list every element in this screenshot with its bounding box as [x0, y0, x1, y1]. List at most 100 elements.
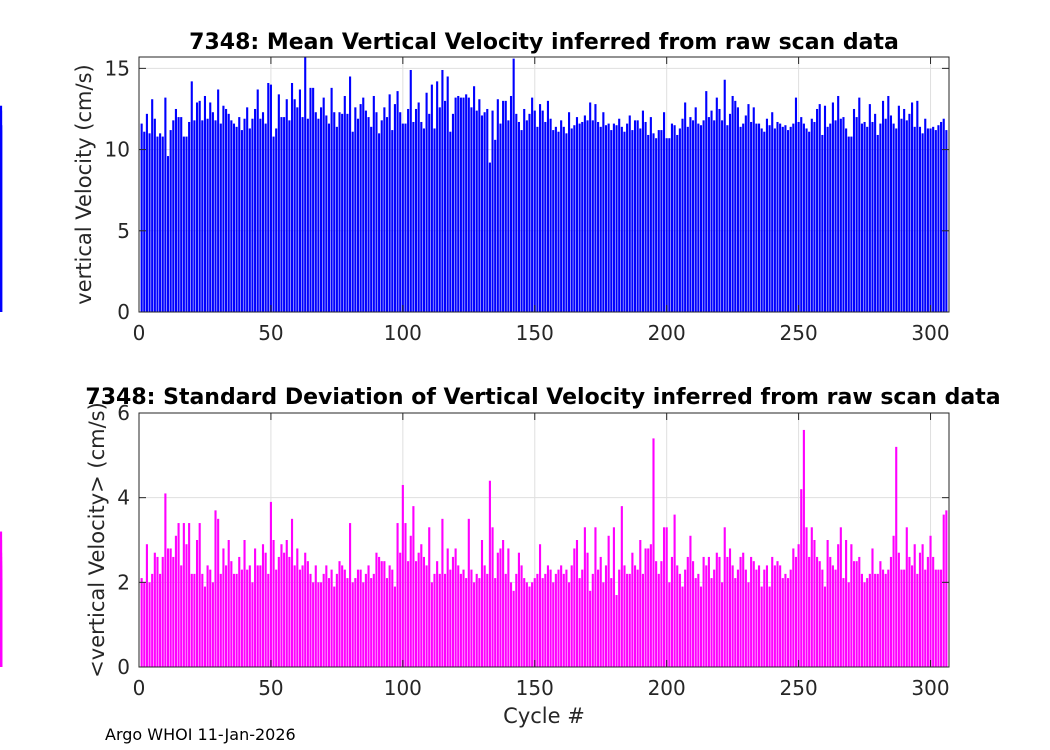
bar	[306, 561, 309, 667]
bar	[736, 107, 739, 313]
bar	[222, 105, 225, 313]
bar	[198, 523, 201, 667]
bar	[734, 100, 737, 312]
bar	[649, 117, 652, 312]
bar	[662, 112, 666, 312]
x-tick-label: 250	[780, 321, 818, 345]
bar	[871, 548, 874, 667]
bar	[269, 501, 272, 667]
bar	[356, 569, 360, 667]
y-tick-label: 2	[117, 570, 130, 594]
bar	[523, 108, 526, 313]
bar	[686, 556, 689, 667]
bar	[388, 94, 391, 312]
bar	[182, 136, 185, 312]
bar	[591, 573, 594, 667]
bar	[203, 95, 207, 312]
bar	[454, 548, 457, 667]
y-tick-label: 10	[105, 138, 130, 162]
bar	[317, 582, 320, 667]
bar	[673, 514, 676, 667]
bar	[779, 123, 782, 313]
bar	[586, 120, 589, 312]
bar	[926, 556, 929, 667]
bar	[159, 573, 162, 667]
bar	[177, 117, 180, 312]
bar	[879, 123, 882, 313]
bar	[747, 104, 750, 312]
x-tick-label: 100	[384, 321, 422, 345]
bar	[773, 128, 776, 312]
bar	[193, 573, 196, 667]
bar	[887, 569, 890, 667]
bar	[792, 123, 795, 313]
bar	[488, 480, 491, 667]
bar	[757, 565, 761, 667]
bar	[723, 79, 726, 312]
bar	[319, 107, 323, 313]
bar	[889, 115, 893, 312]
bar	[317, 118, 320, 312]
bar	[393, 586, 396, 667]
bar	[312, 582, 315, 667]
bar	[148, 133, 151, 312]
bar	[668, 582, 671, 667]
bar	[370, 578, 373, 667]
bar	[694, 578, 697, 667]
bar	[897, 552, 900, 667]
bar	[692, 120, 695, 312]
bar	[557, 131, 560, 312]
bar	[655, 561, 658, 667]
bar	[356, 118, 360, 312]
bar	[908, 113, 911, 312]
bar	[222, 548, 225, 667]
bar	[140, 578, 143, 667]
bar	[502, 540, 505, 667]
x-tick-label: 0	[133, 676, 146, 700]
bar	[881, 569, 885, 667]
bar	[446, 76, 449, 312]
bar	[839, 118, 842, 312]
bar	[404, 123, 407, 313]
bar	[858, 97, 861, 312]
bar	[488, 162, 491, 312]
bar	[866, 126, 869, 313]
bar	[860, 573, 863, 667]
bar	[528, 586, 531, 667]
bar	[343, 569, 346, 667]
bar	[610, 578, 613, 667]
bar	[346, 113, 349, 312]
bar	[734, 578, 737, 667]
bar	[742, 552, 745, 667]
bar	[409, 69, 412, 313]
bar	[808, 131, 811, 312]
bar	[586, 552, 589, 667]
bar	[755, 123, 758, 313]
bar	[465, 94, 468, 312]
bar	[375, 552, 378, 667]
bar	[594, 104, 597, 312]
bar	[491, 527, 494, 667]
bar	[327, 578, 331, 667]
bar	[256, 89, 259, 313]
bar	[235, 126, 238, 313]
bar	[285, 540, 288, 667]
bar	[180, 117, 183, 312]
bar	[483, 112, 486, 312]
y-axis-label: vertical Velocity (cm/s)	[72, 64, 96, 304]
bar	[607, 535, 610, 667]
bar	[744, 115, 747, 312]
bar	[900, 118, 903, 312]
bar	[652, 133, 655, 312]
bar	[507, 120, 510, 312]
bar	[736, 569, 739, 667]
bar	[372, 573, 375, 667]
bar	[367, 117, 370, 312]
bar	[153, 552, 156, 667]
bar	[391, 130, 394, 312]
bar	[554, 573, 557, 667]
bar	[752, 561, 755, 667]
bar	[209, 102, 212, 312]
bar	[267, 82, 270, 312]
bar	[868, 573, 871, 667]
